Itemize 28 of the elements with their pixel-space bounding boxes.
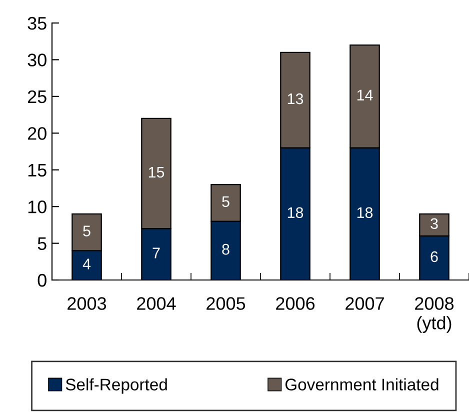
data-label: 18 — [288, 207, 304, 218]
data-label: 15 — [148, 166, 164, 178]
data-label: 14 — [357, 90, 373, 100]
y-tick-label: 5 — [38, 237, 46, 250]
data-label: 7 — [152, 248, 160, 258]
y-tick-label: 0 — [38, 274, 46, 287]
legend-label: Government Initiated — [285, 378, 438, 390]
data-label: 13 — [288, 93, 304, 104]
y-tick-label: 25 — [28, 90, 46, 104]
data-label: 8 — [222, 244, 230, 255]
x-tick-label: 2006 — [276, 297, 315, 310]
x-tick-label: 2003 — [68, 297, 106, 310]
x-tick-label: 2005 — [206, 297, 246, 310]
data-label: 6 — [430, 251, 438, 262]
x-tick-label: 2004 — [137, 297, 176, 310]
y-tick-label: 35 — [28, 16, 46, 30]
y-tick-label: 30 — [28, 54, 46, 66]
x-tick-label: 2008 (ytd) — [415, 297, 454, 333]
data-label: 3 — [430, 218, 438, 230]
x-tick-label: 2007 — [346, 297, 384, 310]
legend-label: Self-Reported — [66, 378, 167, 394]
y-tick-label: 10 — [28, 200, 46, 214]
data-label: 5 — [83, 226, 90, 236]
data-label: 4 — [82, 258, 91, 270]
y-tick-label: 20 — [28, 127, 46, 140]
y-tick-label: 15 — [28, 164, 46, 177]
data-label: 5 — [222, 196, 230, 207]
data-label: 18 — [357, 207, 373, 218]
